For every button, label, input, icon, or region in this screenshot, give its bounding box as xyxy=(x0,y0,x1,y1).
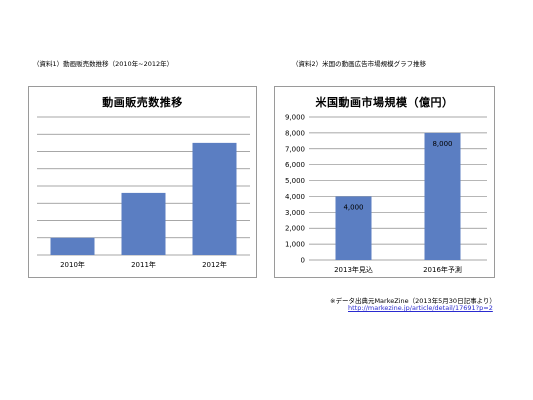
x-tick-label: 2012年 xyxy=(202,260,227,269)
data-label: 8,000 xyxy=(432,140,452,148)
caption-us-market: （資料2）米国の動画広告市場規模グラフ推移 xyxy=(292,60,427,68)
y-tick-label: 5,000 xyxy=(285,177,305,185)
bar xyxy=(50,237,95,255)
chart-plot-video-sales: 2010年 2011年 2012年 xyxy=(37,116,250,269)
chart-video-sales: 動画販売数推移 2010年 2011年 2012年 xyxy=(28,86,257,278)
bar xyxy=(121,192,166,255)
chart-title-video-sales: 動画販売数推移 xyxy=(102,96,183,109)
source-note: ※データ出典元MarkeZine（2013年5月30日記事より） xyxy=(330,297,496,305)
y-tick-label: 8,000 xyxy=(285,129,305,137)
y-tick-label: 3,000 xyxy=(285,209,305,217)
x-tick-label: 2010年 xyxy=(60,260,85,269)
caption-sales-trend: （資料1）動画販売数推移（2010年~2012年） xyxy=(33,60,174,68)
x-tick-label: 2013年見込 xyxy=(334,265,373,274)
y-tick-label: 1,000 xyxy=(285,241,305,249)
y-tick-label: 7,000 xyxy=(285,145,305,153)
source-link[interactable]: http://markezine.jp/article/detail/17691… xyxy=(348,304,493,312)
bar xyxy=(192,142,237,255)
chart-plot-us-market: 0 1,000 2,000 3,000 4,000 5,000 6,000 7,000 8,00… xyxy=(285,114,487,274)
y-tick-label: 9,000 xyxy=(285,114,305,122)
bar xyxy=(335,196,372,260)
y-tick-label: 6,000 xyxy=(285,161,305,169)
data-label: 4,000 xyxy=(343,203,363,211)
y-tick-label: 4,000 xyxy=(285,193,305,201)
chart-us-market-size: 米国動画市場規模（億円） 0 1,000 2,000 3,000 4,000 5,000 6… xyxy=(274,86,495,278)
y-tick-label: 0 xyxy=(301,257,305,265)
x-tick-label: 2016年予測 xyxy=(423,265,462,274)
y-tick-label: 2,000 xyxy=(285,225,305,233)
x-tick-label: 2011年 xyxy=(131,260,156,269)
bar xyxy=(424,132,461,260)
chart-title-us-market: 米国動画市場規模（億円） xyxy=(315,96,454,109)
